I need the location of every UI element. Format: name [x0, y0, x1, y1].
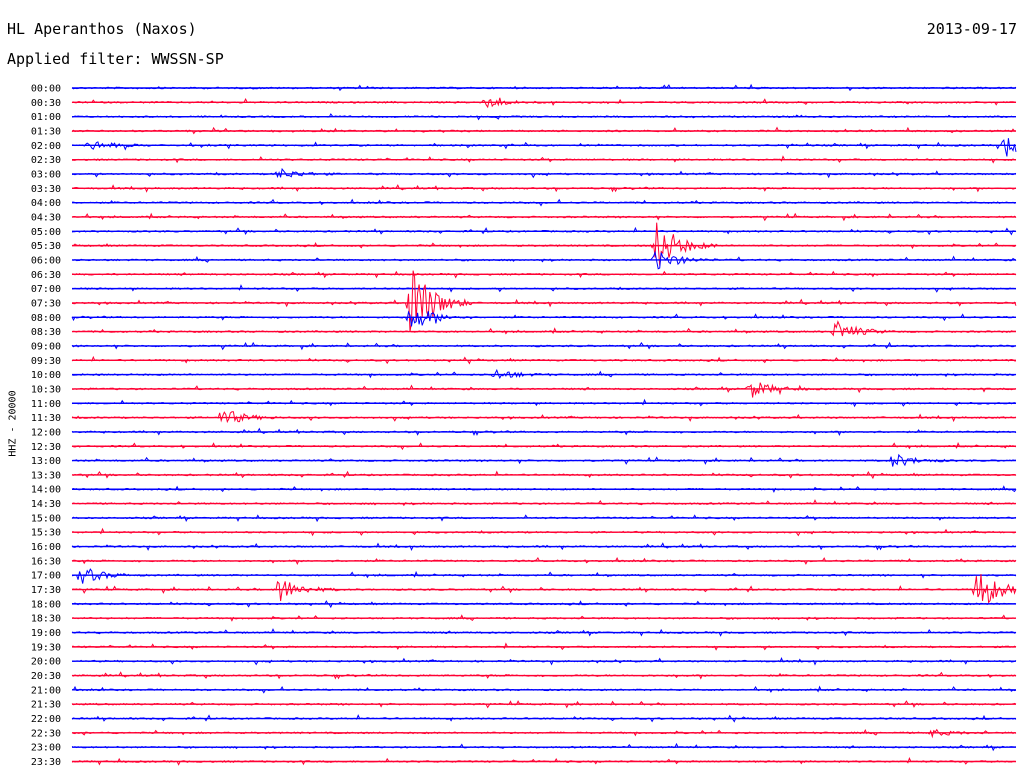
time-tick-label: 14:30 — [31, 499, 61, 510]
time-tick-label: 17:30 — [31, 585, 61, 596]
time-tick-label: 15:00 — [31, 513, 61, 524]
time-tick-label: 11:00 — [31, 399, 61, 410]
time-tick-label: 12:30 — [31, 442, 61, 453]
time-tick-label: 16:00 — [31, 542, 61, 553]
time-tick-label: 21:00 — [31, 685, 61, 696]
time-tick-label: 22:00 — [31, 714, 61, 725]
time-tick-label: 20:00 — [31, 657, 61, 668]
time-tick-label: 18:30 — [31, 614, 61, 625]
time-tick-label: 02:30 — [31, 155, 61, 166]
time-tick-label: 09:30 — [31, 356, 61, 367]
time-tick-label: 15:30 — [31, 528, 61, 539]
time-tick-label: 17:00 — [31, 571, 61, 582]
time-tick-label: 11:30 — [31, 413, 61, 424]
time-tick-label: 13:00 — [31, 456, 61, 467]
trace-line-1130 — [71, 411, 1017, 424]
time-tick-label: 05:30 — [31, 241, 61, 252]
time-tick-label: 06:00 — [31, 255, 61, 266]
filter-label: Applied filter: WWSSN-SP — [7, 50, 224, 68]
time-tick-label: 21:30 — [31, 700, 61, 711]
time-tick-label: 22:30 — [31, 728, 61, 739]
trace-line-0730 — [71, 270, 1017, 332]
seismic-traces — [71, 83, 1017, 766]
time-tick-label: 04:00 — [31, 198, 61, 209]
time-tick-label: 05:00 — [31, 227, 61, 238]
time-tick-label: 10:30 — [31, 384, 61, 395]
time-tick-label: 01:00 — [31, 112, 61, 123]
time-tick-label: 16:30 — [31, 556, 61, 567]
time-tick-label: 03:30 — [31, 184, 61, 195]
trace-line-0830 — [71, 320, 1017, 337]
trace-line-0200 — [71, 138, 1017, 157]
time-tick-label: 10:00 — [31, 370, 61, 381]
time-tick-label: 03:00 — [31, 169, 61, 180]
time-tick-label: 02:00 — [31, 141, 61, 152]
time-tick-label: 04:30 — [31, 212, 61, 223]
trace-line-0300 — [71, 167, 1017, 179]
date-label: 2013-09-17 — [926, 20, 1017, 38]
time-tick-label: 23:30 — [31, 757, 61, 768]
time-tick-label: 07:30 — [31, 298, 61, 309]
trace-line-1730 — [71, 574, 1017, 604]
time-tick-label: 23:00 — [31, 743, 61, 754]
time-tick-label: 20:30 — [31, 671, 61, 682]
time-tick-label: 09:00 — [31, 341, 61, 352]
time-tick-label: 08:00 — [31, 313, 61, 324]
trace-line-1030 — [72, 382, 1017, 398]
time-tick-label: 19:00 — [31, 628, 61, 639]
time-tick-label: 14:00 — [31, 485, 61, 496]
time-tick-label: 06:30 — [31, 270, 61, 281]
time-tick-labels: 00:00 00:30 01:00 01:30 02:00 02:30 03:00 03:30… — [31, 84, 61, 769]
time-tick-label: 19:30 — [31, 642, 61, 653]
time-tick-label: 00:30 — [31, 98, 61, 109]
station-title: HL Aperanthos (Naxos) — [7, 20, 197, 38]
time-tick-label: 08:30 — [31, 327, 61, 338]
time-tick-label: 00:00 — [31, 84, 61, 95]
time-tick-label: 07:00 — [31, 284, 61, 295]
time-tick-label: 18:00 — [31, 599, 61, 610]
trace-line-1430 — [71, 499, 1017, 507]
trace-line-0800 — [71, 310, 1017, 327]
trace-line-1700 — [71, 568, 1017, 584]
time-tick-label: 13:30 — [31, 470, 61, 481]
time-tick-label: 01:30 — [31, 126, 61, 137]
time-tick-label: 12:00 — [31, 427, 61, 438]
